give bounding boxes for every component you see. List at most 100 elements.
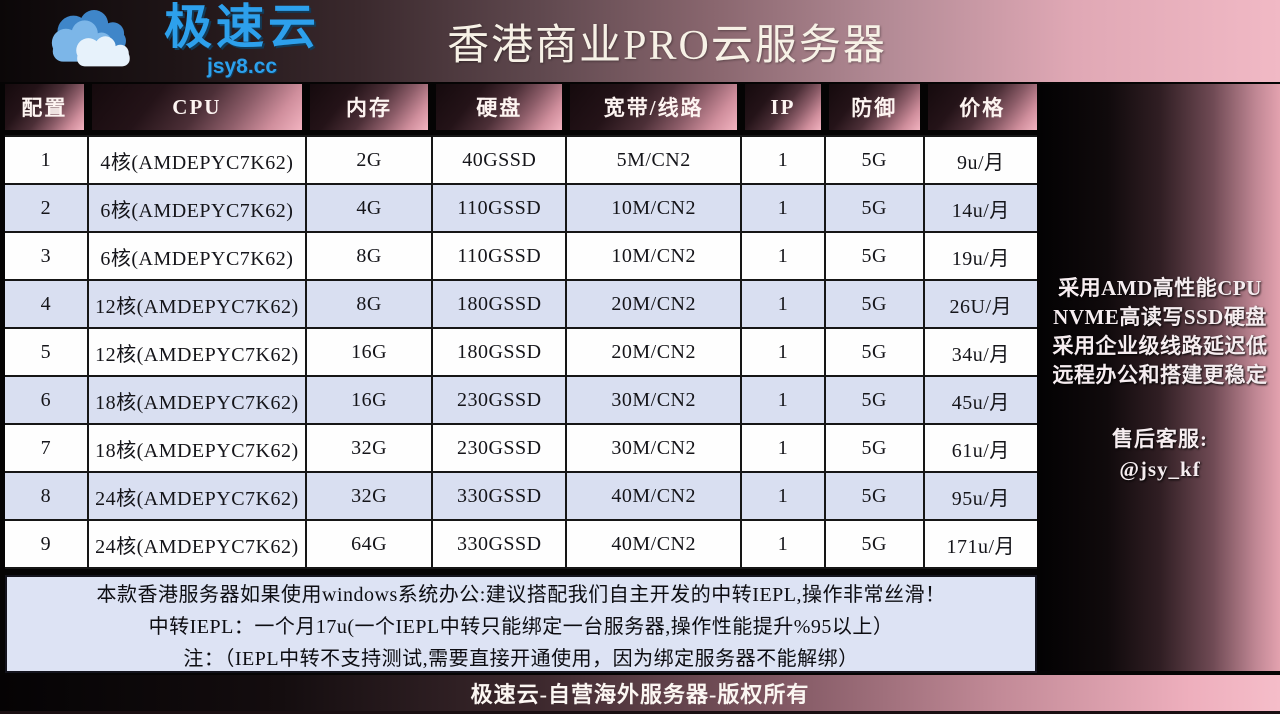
cell-r6-c1: 18核(AMDEPYC7K62) xyxy=(88,377,305,423)
feature-line-1: NVME高读写SSD硬盘 xyxy=(1053,305,1267,329)
cell-r3-c6: 5G xyxy=(825,233,923,279)
cell-r9-c3: 330GSSD xyxy=(433,521,566,567)
column-header-3: 硬盘 xyxy=(436,84,563,130)
cell-r4-c6: 5G xyxy=(825,281,923,327)
cell-r9-c0: 9 xyxy=(5,521,87,567)
cell-r8-c7: 95u/月 xyxy=(924,473,1037,519)
table-row-8: 8 24核(AMDEPYC7K62) 32G 330GSSD 40M/CN2 1 5G 95u… xyxy=(5,473,1037,519)
cell-r7-c2: 32G xyxy=(306,425,432,471)
brand-text-block: 极速云 jsy8.cc xyxy=(164,1,321,78)
table-row-1: 1 4核(AMDEPYC7K62) 2G 40GSSD 5M/CN2 1 5G 9u/月 xyxy=(5,137,1037,183)
cell-r9-c5: 1 xyxy=(742,521,824,567)
table-row-2: 2 6核(AMDEPYC7K62) 4G 110GSSD 10M/CN2 1 5G 14u/月 xyxy=(5,185,1037,231)
notes-box: 本款香港服务器如果使用windows系统办公:建议搭配我们自主开发的中转IEPL… xyxy=(5,575,1037,673)
cell-r8-c3: 330GSSD xyxy=(433,473,566,519)
note-line-0: 本款香港服务器如果使用windows系统办公:建议搭配我们自主开发的中转IEPL… xyxy=(96,583,946,606)
cell-r1-c6: 5G xyxy=(825,137,923,183)
cell-r6-c5: 1 xyxy=(742,377,824,423)
table-row-5: 5 12核(AMDEPYC7K62) 16G 180GSSD 20M/CN2 1 5G 34u… xyxy=(5,329,1037,375)
cell-r7-c6: 5G xyxy=(825,425,923,471)
cell-r7-c3: 230GSSD xyxy=(433,425,566,471)
cell-r8-c5: 1 xyxy=(742,473,824,519)
top-banner: 极速云 jsy8.cc 香港商业PRO云服务器 xyxy=(0,0,1280,82)
cell-r6-c0: 6 xyxy=(5,377,87,423)
cell-r5-c1: 12核(AMDEPYC7K62) xyxy=(88,329,305,375)
cell-r2-c3: 110GSSD xyxy=(433,185,566,231)
table-header-row: 配置 CPU 内存 硬盘 宽带/线路 IP 防御 价格 xyxy=(5,84,1037,130)
cell-r4-c2: 8G xyxy=(306,281,432,327)
cell-r4-c5: 1 xyxy=(742,281,824,327)
cell-r8-c1: 24核(AMDEPYC7K62) xyxy=(88,473,305,519)
table-row-6: 6 18核(AMDEPYC7K62) 16G 230GSSD 30M/CN2 1 5G 45u… xyxy=(5,377,1037,423)
cell-r2-c7: 14u/月 xyxy=(924,185,1037,231)
cell-r3-c7: 19u/月 xyxy=(924,233,1037,279)
cell-r9-c4: 40M/CN2 xyxy=(567,521,740,567)
cell-r7-c0: 7 xyxy=(5,425,87,471)
cell-r5-c5: 1 xyxy=(742,329,824,375)
cell-r7-c4: 30M/CN2 xyxy=(567,425,740,471)
cell-r7-c5: 1 xyxy=(742,425,824,471)
cell-r4-c3: 180GSSD xyxy=(433,281,566,327)
feature-line-0: 采用AMD高性能CPU xyxy=(1058,276,1262,300)
cell-r8-c2: 32G xyxy=(306,473,432,519)
cell-r7-c7: 61u/月 xyxy=(924,425,1037,471)
cell-r1-c3: 40GSSD xyxy=(433,137,566,183)
cell-r6-c2: 16G xyxy=(306,377,432,423)
cell-r6-c3: 230GSSD xyxy=(433,377,566,423)
brand-domain: jsy8.cc xyxy=(206,54,278,78)
cell-r1-c4: 5M/CN2 xyxy=(567,137,740,183)
feature-line-3: 远程办公和搭建更稳定 xyxy=(1052,363,1268,387)
info-sidebar: 采用AMD高性能CPU NVME高读写SSD硬盘 采用企业级线路延迟低 远程办公和搭建… xyxy=(1040,84,1280,671)
cell-r1-c2: 2G xyxy=(306,137,432,183)
cell-r4-c0: 4 xyxy=(5,281,87,327)
note-line-1: 中转IEPL：一个月17u(一个IEPL中转只能绑定一台服务器,操作性能提升%9… xyxy=(148,615,894,638)
cell-r8-c6: 5G xyxy=(825,473,923,519)
cell-r3-c1: 6核(AMDEPYC7K62) xyxy=(88,233,305,279)
cell-r9-c7: 171u/月 xyxy=(924,521,1037,567)
cell-r4-c1: 12核(AMDEPYC7K62) xyxy=(88,281,305,327)
brand-name: 极速云 xyxy=(164,1,321,55)
cell-r6-c7: 45u/月 xyxy=(924,377,1037,423)
cell-r5-c2: 16G xyxy=(306,329,432,375)
cell-r3-c3: 110GSSD xyxy=(433,233,566,279)
cell-r3-c2: 8G xyxy=(306,233,432,279)
cell-r2-c0: 2 xyxy=(5,185,87,231)
page-title: 香港商业PRO云服务器 xyxy=(447,22,887,69)
brand-logo: 极速云 jsy8.cc xyxy=(34,1,321,79)
cell-r5-c6: 5G xyxy=(825,329,923,375)
column-header-4: 宽带/线路 xyxy=(570,84,737,130)
cell-r7-c1: 18核(AMDEPYC7K62) xyxy=(88,425,305,471)
cell-r2-c1: 6核(AMDEPYC7K62) xyxy=(88,185,305,231)
cell-r5-c4: 20M/CN2 xyxy=(567,329,740,375)
table-row-7: 7 18核(AMDEPYC7K62) 32G 230GSSD 30M/CN2 1 5G 61u… xyxy=(5,425,1037,471)
cell-r6-c4: 30M/CN2 xyxy=(567,377,740,423)
note-line-2: 注：（IEPL中转不支持测试,需要直接开通使用，因为绑定服务器不能解绑） xyxy=(183,647,859,670)
cell-r3-c5: 1 xyxy=(742,233,824,279)
column-header-1: CPU xyxy=(91,84,302,130)
support-handle: @jsy_kf xyxy=(1119,457,1201,481)
cell-r2-c2: 4G xyxy=(306,185,432,231)
cell-r2-c6: 5G xyxy=(825,185,923,231)
column-header-7: 价格 xyxy=(927,84,1037,130)
column-header-5: IP xyxy=(745,84,821,130)
cell-r9-c1: 24核(AMDEPYC7K62) xyxy=(88,521,305,567)
column-header-6: 防御 xyxy=(828,84,920,130)
column-header-0: 配置 xyxy=(5,84,84,130)
cell-r5-c7: 34u/月 xyxy=(924,329,1037,375)
cell-r5-c3: 180GSSD xyxy=(433,329,566,375)
table-row-4: 4 12核(AMDEPYC7K62) 8G 180GSSD 20M/CN2 1 5G 26U/… xyxy=(5,281,1037,327)
footer-text: 极速云-自营海外服务器-版权所有 xyxy=(470,682,810,707)
feature-list: 采用AMD高性能CPU NVME高读写SSD硬盘 采用企业级线路延迟低 远程办公和搭建… xyxy=(1040,274,1280,390)
cell-r9-c2: 64G xyxy=(306,521,432,567)
cell-r8-c0: 8 xyxy=(5,473,87,519)
table-row-9: 9 24核(AMDEPYC7K62) 64G 330GSSD 40M/CN2 1 5G 171… xyxy=(5,521,1037,567)
pricing-table: 配置 CPU 内存 硬盘 宽带/线路 IP 防御 价格 1 4核(AMDEPYC7K62) 2G 4… xyxy=(5,84,1037,673)
table-body: 1 4核(AMDEPYC7K62) 2G 40GSSD 5M/CN2 1 5G 9u/月 2 6核… xyxy=(5,135,1037,569)
cell-r8-c4: 40M/CN2 xyxy=(567,473,740,519)
cell-r3-c0: 3 xyxy=(5,233,87,279)
cloud-icon xyxy=(51,10,130,67)
support-label: 售后客服: xyxy=(1112,427,1208,451)
cell-r4-c7: 26U/月 xyxy=(924,281,1037,327)
cell-r6-c6: 5G xyxy=(825,377,923,423)
